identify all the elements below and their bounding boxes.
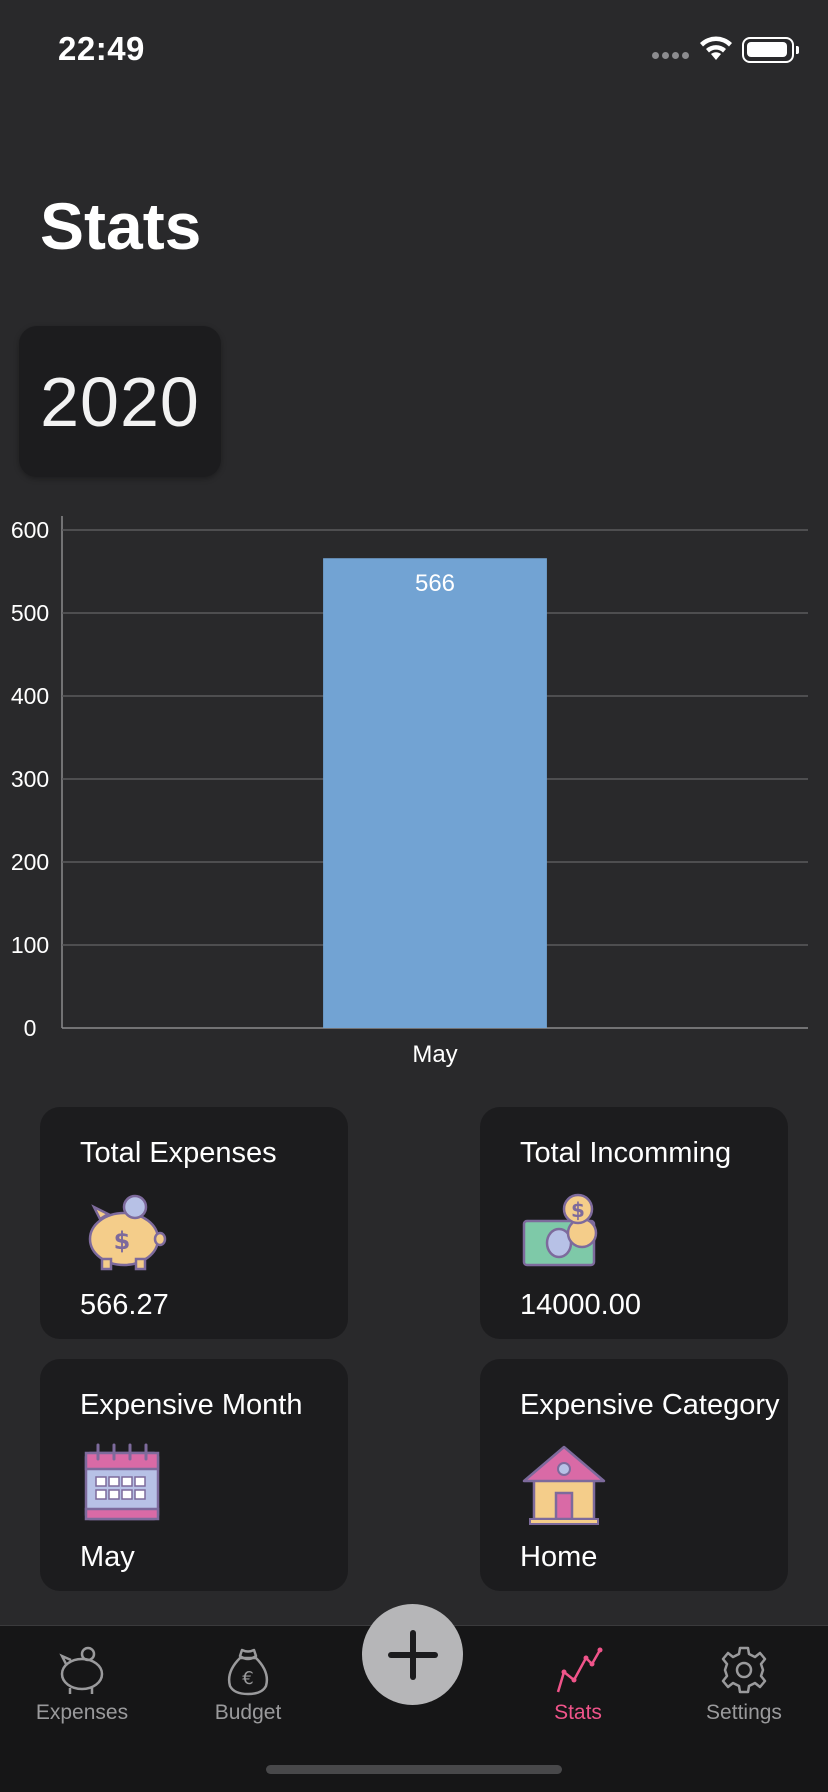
expenses-bar-chart: 0 100 200 300 400 500 600 566 May [0, 500, 828, 1080]
page-title: Stats [40, 189, 202, 263]
card-title: Expensive Category [520, 1389, 780, 1421]
tab-expenses[interactable]: Expenses [7, 1626, 157, 1746]
y-tick-label: 100 [11, 932, 49, 958]
year-selector[interactable]: 2020 [19, 326, 221, 477]
status-time: 22:49 [58, 30, 145, 67]
y-tick-label: 400 [11, 683, 49, 709]
wifi-icon [700, 36, 732, 60]
svg-text:$: $ [571, 1198, 585, 1222]
tab-label: Expenses [35, 1701, 129, 1724]
svg-text:€: € [242, 1668, 253, 1689]
card-value: 14000.00 [520, 1289, 641, 1321]
x-tick-label: May [412, 1041, 457, 1068]
y-tick-label: 600 [11, 517, 49, 543]
house-icon [522, 1445, 606, 1525]
card-value: 566.27 [80, 1289, 169, 1321]
battery-icon [742, 37, 799, 63]
add-expense-button[interactable] [362, 1604, 463, 1705]
tab-label: Stats [554, 1701, 602, 1724]
svg-text:$: $ [114, 1227, 131, 1255]
total-incomming-card[interactable]: Total Incomming $ 14000.00 [480, 1107, 788, 1339]
home-indicator [266, 1765, 562, 1774]
y-tick-label: 300 [11, 766, 49, 792]
card-title: Total Expenses [80, 1137, 277, 1169]
expensive-month-card[interactable]: Expensive Month May [40, 1359, 348, 1591]
piggy-bank-icon [59, 1646, 104, 1694]
bar [323, 558, 547, 1028]
tab-label: Budget [214, 1701, 282, 1724]
tab-stats[interactable]: Stats [503, 1626, 653, 1746]
y-tick-label: 500 [11, 600, 49, 626]
status-bar: 22:49 [0, 0, 828, 100]
bar-value-label: 566 [415, 570, 455, 597]
money-bag-icon: € [227, 1648, 269, 1696]
calendar-icon [84, 1443, 160, 1521]
tab-budget[interactable]: € Budget [173, 1626, 323, 1746]
money-icon: $ [522, 1193, 598, 1267]
tab-settings[interactable]: Settings [669, 1626, 819, 1746]
plus-icon [387, 1629, 438, 1680]
cellular-signal-icon [652, 52, 692, 60]
card-value: Home [520, 1541, 598, 1573]
y-tick-label: 0 [24, 1015, 37, 1041]
piggy-bank-icon: $ [88, 1194, 167, 1271]
chart-svg: 0 100 200 300 400 500 600 566 May [11, 516, 808, 1068]
total-expenses-card[interactable]: Total Expenses $ 566.27 [40, 1107, 348, 1339]
card-title: Total Incomming [520, 1137, 732, 1169]
expensive-category-card[interactable]: Expensive Category Home [480, 1359, 788, 1591]
card-title: Expensive Month [80, 1389, 303, 1421]
gear-icon [721, 1646, 767, 1694]
y-tick-label: 200 [11, 849, 49, 875]
tab-label: Settings [706, 1701, 782, 1724]
chart-line-icon [556, 1647, 603, 1693]
card-value: May [80, 1541, 135, 1573]
